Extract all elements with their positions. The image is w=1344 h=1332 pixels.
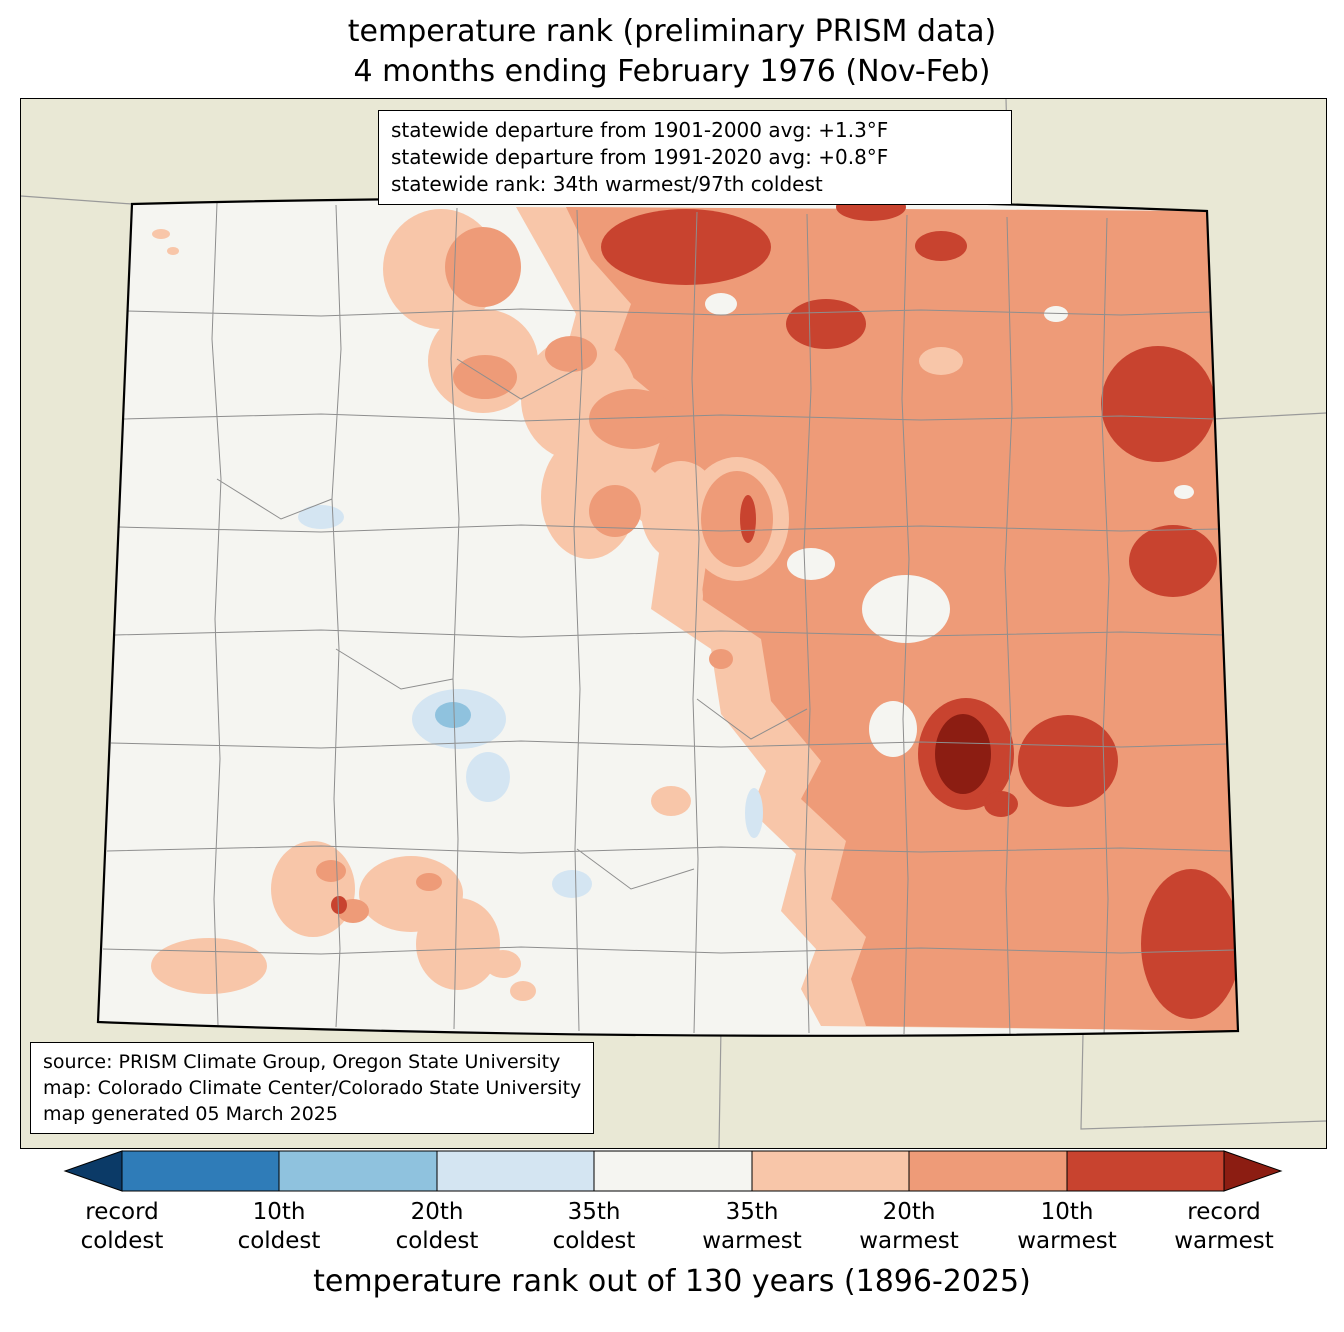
colorbar-caption: temperature rank out of 130 years (1896-… (313, 1264, 1031, 1299)
legend-label-line1: 35th (567, 1199, 621, 1225)
normal-hole-2 (787, 548, 835, 580)
title-line-2: 4 months ending February 1976 (Nov-Feb) (353, 54, 991, 89)
salmon-nw-1 (445, 227, 521, 307)
legend-label-line2: warmest (702, 1228, 802, 1254)
peach-speck-1 (152, 229, 170, 239)
dark-red-patches (331, 198, 1238, 1019)
legend-label-line1: 35th (725, 1199, 779, 1225)
blue-patch-core (435, 702, 471, 728)
peach-sw-1 (271, 841, 355, 937)
rank-blob-peach-hole-ne (919, 347, 963, 375)
source-line-2: map: Colorado Climate Center/Colorado St… (43, 1077, 582, 1099)
colorbar-seg-cold-20 (278, 1150, 438, 1192)
peach-center-south (659, 570, 703, 622)
legend-label-10th-warmest: 10th warmest (987, 1198, 1147, 1256)
legend-label-line1: record (1187, 1199, 1261, 1225)
legend-label-line2: warmest (859, 1228, 959, 1254)
legend-label-line2: coldest (80, 1228, 164, 1254)
red-center-sliver (740, 495, 756, 543)
statewide-stats-box: statewide departure from 1901-2000 avg: … (378, 110, 1012, 205)
legend-label-20th-warmest: 20th warmest (829, 1198, 989, 1256)
legend-label-line2: warmest (1017, 1228, 1117, 1254)
red-south-central-2 (1018, 715, 1118, 807)
rank-fill-regions (151, 198, 1238, 1031)
legend-label-line2: coldest (395, 1228, 479, 1254)
legend-label-record-warmest: record warmest (1144, 1198, 1304, 1256)
legend-label-20th-coldest: 20th coldest (357, 1198, 517, 1256)
source-line-1: source: PRISM Climate Group, Oregon Stat… (43, 1051, 561, 1073)
blue-patch-4 (552, 870, 592, 898)
colorbar-seg-cold-10 (121, 1150, 280, 1192)
peach-sw-4 (151, 938, 267, 994)
source-attribution-box: source: PRISM Climate Group, Oregon Stat… (30, 1042, 595, 1134)
blue-patch-1 (298, 505, 344, 529)
colorbar-seg-warm-20 (908, 1150, 1068, 1192)
colorbar-arrow-record-warmest (1223, 1150, 1283, 1192)
normal-hole-1 (862, 575, 950, 643)
salmon-sw-3 (416, 873, 442, 891)
red-ne-2 (915, 231, 967, 261)
salmon-nw-3 (545, 336, 597, 372)
blue-patch-3 (466, 752, 510, 802)
legend-label-35th-warmest: 35th warmest (672, 1198, 832, 1256)
peach-speck-3 (404, 220, 428, 234)
colorbar-seg-cold-35 (436, 1150, 595, 1192)
peach-sw-3 (416, 898, 500, 990)
salmon-center (701, 471, 773, 567)
blue-patch-5 (745, 788, 763, 838)
peach-sw-6 (510, 981, 536, 1001)
rank-colorbar (63, 1150, 1283, 1192)
legend-label-line2: warmest (1174, 1228, 1274, 1254)
red-east-edge-2 (1129, 525, 1217, 597)
red-east-edge-1 (1101, 346, 1215, 462)
stats-line-3: statewide rank: 34th warmest/97th coldes… (391, 172, 823, 196)
normal-hole-4 (1044, 306, 1068, 322)
stats-line-2: statewide departure from 1991-2020 avg: … (391, 145, 889, 169)
colorbar-arrow-record-coldest (63, 1150, 123, 1192)
red-north-central (601, 209, 771, 285)
source-line-3: map generated 05 March 2025 (43, 1103, 338, 1125)
colorbar-seg-warm-35 (751, 1150, 910, 1192)
salmon-nw-5 (589, 485, 641, 537)
stats-line-1: statewide departure from 1901-2000 avg: … (391, 118, 889, 142)
salmon-sw-1 (316, 860, 346, 882)
legend-label-10th-coldest: 10th coldest (199, 1198, 359, 1256)
county-boundaries (102, 202, 1235, 1036)
legend-label-line1: 10th (252, 1199, 306, 1225)
legend-label-line1: 20th (882, 1199, 936, 1225)
record-warmest-core (935, 714, 991, 794)
normal-hole-3 (705, 293, 737, 315)
colorbar-seg-near-normal (593, 1150, 753, 1192)
salmon-dot-central (709, 649, 733, 669)
legend-label-line2: coldest (552, 1228, 636, 1254)
map-plot-area (20, 98, 1327, 1149)
red-sw-dot (331, 896, 347, 914)
normal-hole-6 (869, 701, 917, 757)
legend-label-line1: 10th (1040, 1199, 1094, 1225)
red-ne-1 (786, 299, 866, 349)
title-line-1: temperature rank (preliminary PRISM data… (347, 14, 997, 49)
peach-south-central (651, 786, 691, 816)
colorado-map-svg (21, 99, 1326, 1148)
legend-label-35th-coldest: 35th coldest (514, 1198, 674, 1256)
normal-hole-5 (1174, 485, 1194, 499)
cold-patches-pale (298, 505, 763, 898)
colorbar-seg-warm-10 (1066, 1150, 1225, 1192)
figure-title: temperature rank (preliminary PRISM data… (0, 12, 1344, 92)
red-southeast-corner (1141, 869, 1238, 1019)
peach-sw-5 (485, 950, 521, 978)
legend-label-line1: 20th (410, 1199, 464, 1225)
red-south-central-3 (984, 791, 1018, 817)
salmon-patches (316, 227, 773, 923)
peach-speck-2 (167, 247, 179, 255)
salmon-nw-4 (589, 389, 677, 449)
legend-label-line1: record (85, 1199, 159, 1225)
legend-label-record-coldest: record coldest (42, 1198, 202, 1256)
legend-label-line2: coldest (237, 1228, 321, 1254)
